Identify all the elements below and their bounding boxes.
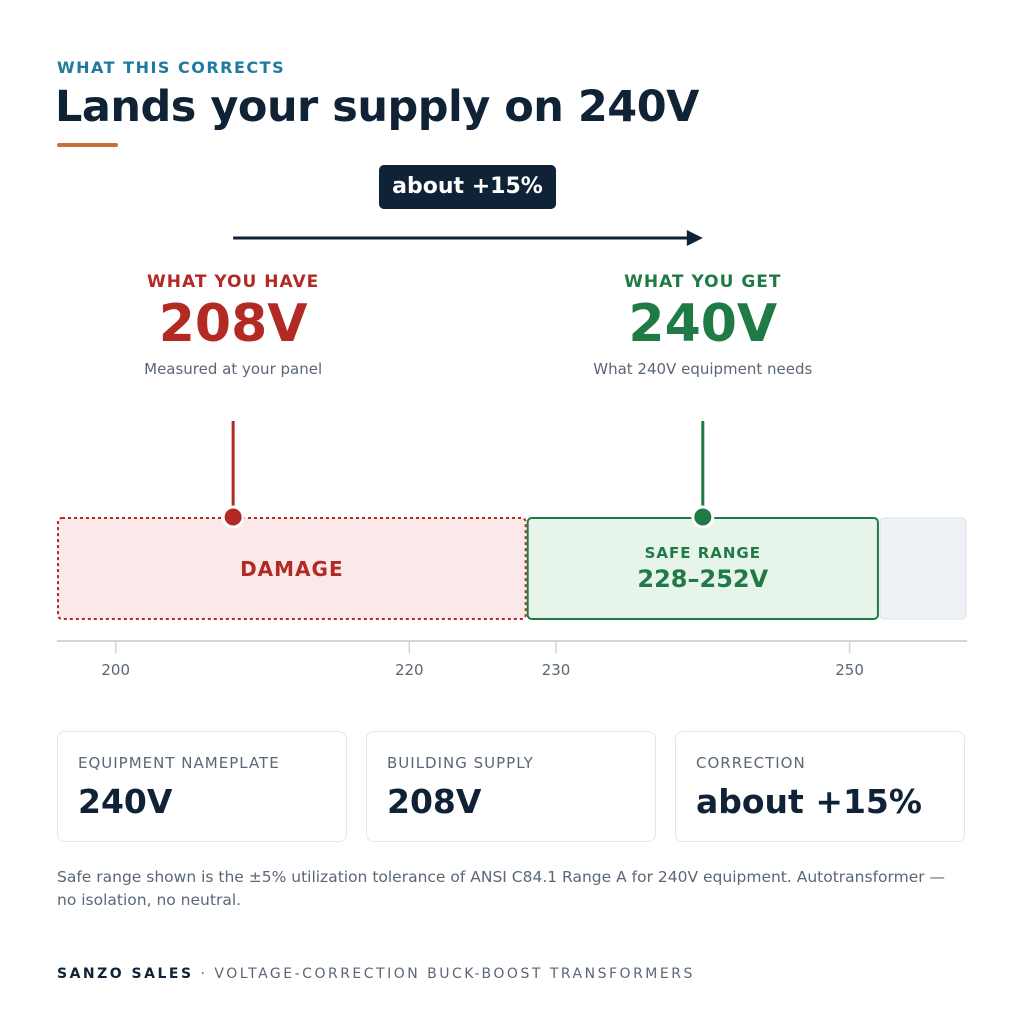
zone-label: DAMAGE	[240, 557, 344, 581]
zone-range: 228–252V	[637, 565, 768, 593]
footer: SANZO SALES · VOLTAGE-CORRECTION BUCK-BO…	[57, 966, 695, 982]
tagline: VOLTAGE-CORRECTION BUCK-BOOST TRANSFORME…	[214, 966, 695, 982]
title-underline	[57, 143, 118, 147]
zone	[57, 517, 527, 620]
have-value: 208V	[158, 294, 308, 354]
have-block: WHAT YOU HAVE 208V Measured at your pane…	[73, 272, 393, 378]
card-value: about +15%	[696, 782, 922, 821]
badge: about +15%	[379, 165, 556, 209]
card-label: EQUIPMENT NAMEPLATE	[78, 754, 280, 772]
brand: SANZO SALES	[57, 966, 194, 982]
eyebrow: WHAT THIS CORRECTS	[57, 58, 286, 77]
tick-label: 250	[835, 661, 864, 679]
marker-dot	[221, 505, 245, 529]
get-value: 240V	[628, 294, 778, 354]
separator: ·	[200, 966, 208, 982]
tick-label: 220	[395, 661, 424, 679]
tick-label: 200	[101, 661, 130, 679]
tick-label: 230	[542, 661, 571, 679]
get-block: WHAT YOU GET 240V What 240V equipment ne…	[543, 272, 863, 378]
zone	[879, 517, 967, 620]
card: EQUIPMENT NAMEPLATE 240V	[57, 731, 347, 842]
card: BUILDING SUPPLY 208V	[366, 731, 656, 842]
marker-dot	[691, 505, 715, 529]
get-note: What 240V equipment needs	[593, 360, 813, 378]
zone-label: SAFE RANGE	[645, 544, 761, 562]
card-label: BUILDING SUPPLY	[387, 754, 534, 772]
card-label: CORRECTION	[696, 754, 806, 772]
title: Lands your supply on 240V	[55, 82, 699, 132]
footnote: Safe range shown is the ±5% utilization …	[57, 868, 946, 909]
card: CORRECTION about +15%	[675, 731, 965, 842]
have-note: Measured at your panel	[144, 360, 323, 378]
get-label: WHAT YOU GET	[624, 272, 782, 292]
card-value: 208V	[387, 782, 482, 821]
have-label: WHAT YOU HAVE	[147, 272, 320, 292]
arrow-head	[686, 230, 703, 246]
card-value: 240V	[78, 782, 173, 821]
